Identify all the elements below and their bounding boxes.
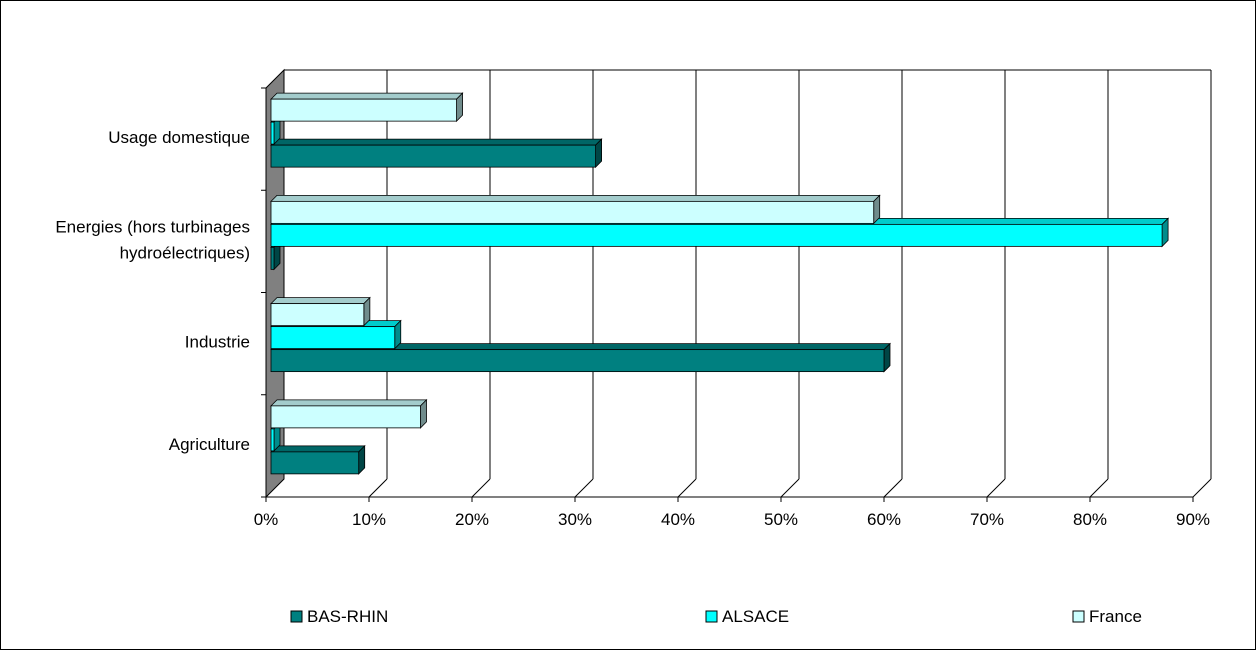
legend-item: France (1072, 607, 1142, 626)
category-labels: Usage domestique Energies (hors turbinage… (55, 128, 250, 454)
bar-front (270, 200, 875, 224)
gridline-floor (677, 478, 697, 498)
category-label: hydroélectriques) (120, 243, 250, 262)
bar-front (270, 326, 396, 350)
bar-front (270, 451, 360, 475)
bar-front (270, 144, 597, 168)
category-label: Industrie (185, 333, 250, 352)
bar-chart: 0% 10% 20% 30% 40% 50% 60% 70% 80% 90% Usage dome… (55, 68, 1212, 626)
bar-top (270, 194, 881, 202)
bar-top (270, 297, 371, 305)
x-tick-labels: 0% 10% 20% 30% 40% 50% 60% 70% 80% 90% (254, 510, 1210, 529)
chart-walls (261, 68, 1211, 499)
bar-front (270, 223, 1163, 247)
bar (270, 444, 366, 475)
bar-front (270, 405, 421, 429)
bar-top (270, 138, 603, 146)
bar (270, 92, 464, 123)
bar-top (270, 92, 464, 100)
category-label: Usage domestique (108, 128, 250, 147)
category-label: Energies (hors turbinages (55, 217, 250, 236)
gridline-floor (986, 478, 1006, 498)
x-tick-label: 10% (352, 510, 386, 529)
legend-label: BAS-RHIN (307, 607, 388, 626)
legend-item: ALSACE (705, 607, 789, 626)
x-tick-label: 50% (764, 510, 798, 529)
bar-top (270, 445, 366, 453)
gridline-floor (368, 478, 388, 498)
bars (270, 92, 1170, 475)
gridline-floor (574, 478, 594, 498)
legend-label: ALSACE (722, 607, 789, 626)
bar-front (270, 303, 365, 327)
bar-front (270, 428, 275, 452)
x-tick-label: 20% (455, 510, 489, 529)
gridline-floor (471, 478, 491, 498)
bar (270, 138, 603, 169)
bar (270, 194, 881, 225)
legend-swatch (705, 610, 718, 623)
bar-front (270, 98, 457, 122)
legend-swatch (290, 610, 303, 623)
bar-front (270, 349, 885, 373)
legend: BAS-RHIN ALSACE France (290, 607, 1142, 626)
x-tick-label: 60% (867, 510, 901, 529)
gridline-floor (1192, 478, 1212, 498)
x-tick-label: 40% (661, 510, 695, 529)
bar-front (270, 246, 275, 270)
gridline-floor (1089, 478, 1109, 498)
gridline-floor (883, 478, 903, 498)
legend-swatch (1072, 610, 1085, 623)
bar (270, 296, 371, 327)
bar (270, 342, 891, 373)
legend-item: BAS-RHIN (290, 607, 388, 626)
side-wall (265, 68, 285, 499)
x-tick-label: 30% (558, 510, 592, 529)
gridline-floor (780, 478, 800, 498)
x-tick-label: 80% (1073, 510, 1107, 529)
x-tick-label: 90% (1176, 510, 1210, 529)
legend-label: France (1089, 607, 1142, 626)
x-tick-label: 70% (970, 510, 1004, 529)
bar-top (270, 399, 428, 407)
bar (270, 319, 402, 350)
bar (270, 398, 428, 429)
bar-front (270, 121, 275, 145)
gridlines (265, 70, 1212, 502)
category-label: Agriculture (169, 435, 250, 454)
x-tick-label: 0% (254, 510, 279, 529)
